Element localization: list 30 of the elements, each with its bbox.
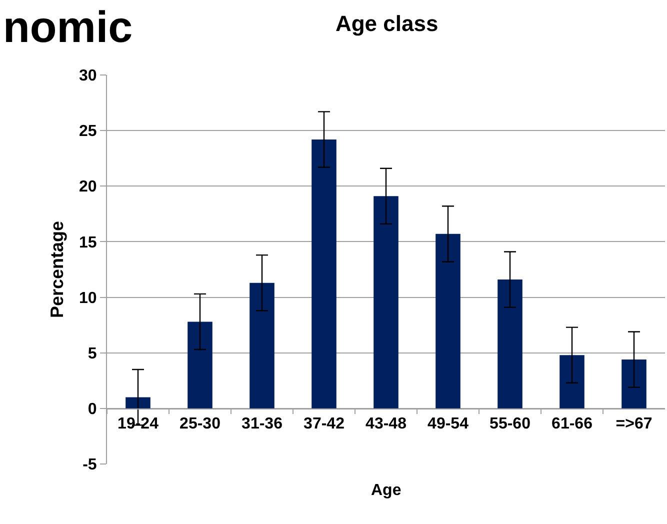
y-axis-title: Percentage (47, 220, 68, 318)
y-tick-label: 20 (79, 178, 97, 196)
y-tick-label: -5 (82, 456, 97, 474)
y-tick-label: 30 (79, 68, 97, 85)
y-tick-label: 10 (79, 290, 97, 307)
bar (126, 397, 150, 408)
bar (436, 234, 460, 408)
y-tick-label: 0 (88, 401, 97, 418)
bar (622, 360, 646, 408)
x-axis-title: Age (371, 482, 402, 499)
x-tick-label: 37-42 (304, 416, 345, 433)
bar (374, 196, 398, 408)
bar (498, 280, 522, 408)
text: nomic (3, 3, 133, 52)
bar (250, 282, 274, 408)
bar (188, 322, 212, 408)
y-tick-label: 25 (79, 123, 97, 140)
bar (312, 139, 336, 408)
chart-title: Age class (335, 11, 438, 36)
y-tick-label: 15 (79, 234, 97, 252)
x-tick-label: 25-30 (180, 416, 221, 433)
x-tick-label: 61-66 (552, 416, 593, 433)
x-tick-label: 49-54 (428, 416, 469, 433)
x-tick-label: 55-60 (490, 416, 531, 433)
x-tick-label: =>67 (616, 416, 652, 433)
x-tick-label: 31-36 (242, 416, 283, 433)
x-tick-label: 43-48 (366, 416, 407, 433)
x-tick-label: 19-24 (118, 416, 159, 433)
bar (560, 355, 584, 408)
y-tick-label: 5 (88, 345, 97, 362)
